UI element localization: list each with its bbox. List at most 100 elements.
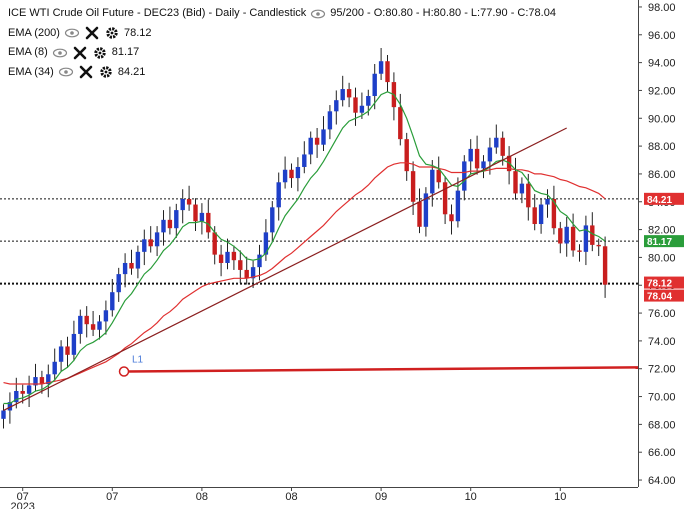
candle-body [372,73,377,97]
trendline-drawing[interactable] [3,127,567,412]
chart-title-row: ICE WTI Crude Oil Future - DEC23 (Bid) -… [8,4,560,24]
candle-body [154,232,160,247]
candle-body [33,377,38,386]
candle-body [174,210,179,229]
candle-body [468,148,473,162]
candle-body [353,97,358,113]
close-icon[interactable] [84,25,100,41]
candle-body [161,219,166,233]
eye-icon[interactable] [58,64,74,80]
indicator-row-ema8: EMA (8) 81.17 [8,43,560,63]
x-tick-label: 07 [106,491,118,503]
candle-body [596,244,601,247]
candle [116,267,121,302]
indicator-value: 78.12 [123,26,152,39]
price-tag-box [644,289,684,302]
candle [52,348,57,381]
gear-icon[interactable] [98,64,114,80]
price-tag-text: 78.12 [647,279,672,290]
eye-icon[interactable] [310,6,326,22]
candle [308,131,313,165]
y-tick-label: 92.00 [648,85,676,97]
candle-body [135,251,141,269]
candle [436,156,441,189]
candle-body [564,226,569,244]
candle [590,212,595,252]
candle [462,155,467,201]
candle-body [321,129,326,145]
ema-34-line [3,162,606,385]
candle [378,48,384,81]
candle-body [276,182,281,208]
close-icon[interactable] [72,45,88,61]
candle [7,392,13,424]
candle [359,92,365,119]
candle [295,157,301,192]
y-tick-label: 88.00 [648,141,676,153]
chart-legend: ICE WTI Crude Oil Future - DEC23 (Bid) -… [8,4,560,82]
candle [218,244,224,277]
candle [340,75,345,107]
ema-8-line [3,91,606,405]
candle [110,278,115,317]
candle-body [71,333,77,355]
candle-body [519,183,525,194]
candle [481,155,486,179]
candle-body [167,219,173,229]
candle-body [334,100,339,112]
candle-body [359,105,365,113]
candle [302,141,307,174]
gear-icon[interactable] [92,45,108,61]
candle [487,137,493,175]
candle-body [263,232,269,255]
eye-icon[interactable] [64,25,80,41]
candle-body [570,226,576,251]
price-axis[interactable]: 98.0096.0094.0092.0090.0088.0086.0084.00… [638,0,676,487]
price-tag-box [644,192,684,205]
indicator-row-ema34: EMA (34) 84.21 [8,63,560,83]
candle [410,161,416,215]
candle-body [558,228,563,244]
candle [206,199,211,239]
gear-icon[interactable] [104,25,120,41]
x-tick-label: 10 [554,491,566,503]
candle [513,157,518,200]
eye-icon[interactable] [52,45,68,61]
y-tick-label: 72.00 [648,364,676,376]
ohlc-readout: 95/200 - O:80.80 - H:80.80 - L:77.90 - C… [330,7,556,19]
candle-body [577,250,582,252]
candle [142,229,147,266]
price-tag-text: 81.17 [647,237,672,248]
candle [327,105,333,140]
candle-body [225,251,230,263]
candle-body [538,204,544,225]
candle [385,54,390,92]
candle-body [180,198,185,211]
candle-body [84,315,89,325]
y-tick-label: 68.00 [648,419,676,431]
candle-body [513,171,518,194]
candle-body [46,374,51,385]
y-tick-label: 94.00 [648,58,676,70]
x-tick-label: 10 [465,491,477,503]
candle [129,249,134,275]
chart-plot-area[interactable] [0,0,638,487]
candle-body [314,137,320,145]
l1-line [123,366,639,373]
candle [122,253,128,288]
l1-handle[interactable] [118,366,130,377]
candle-body [398,107,403,140]
x-tick-year: 2023 [10,501,34,509]
l1-line-drawing[interactable]: L1 [118,355,639,377]
candle [372,64,377,110]
candle [596,238,601,257]
candle [577,244,582,262]
candle-body [199,212,205,222]
candle [186,185,192,211]
candle [231,245,237,270]
candle [449,204,454,235]
candle [558,221,563,254]
close-icon[interactable] [78,64,94,80]
